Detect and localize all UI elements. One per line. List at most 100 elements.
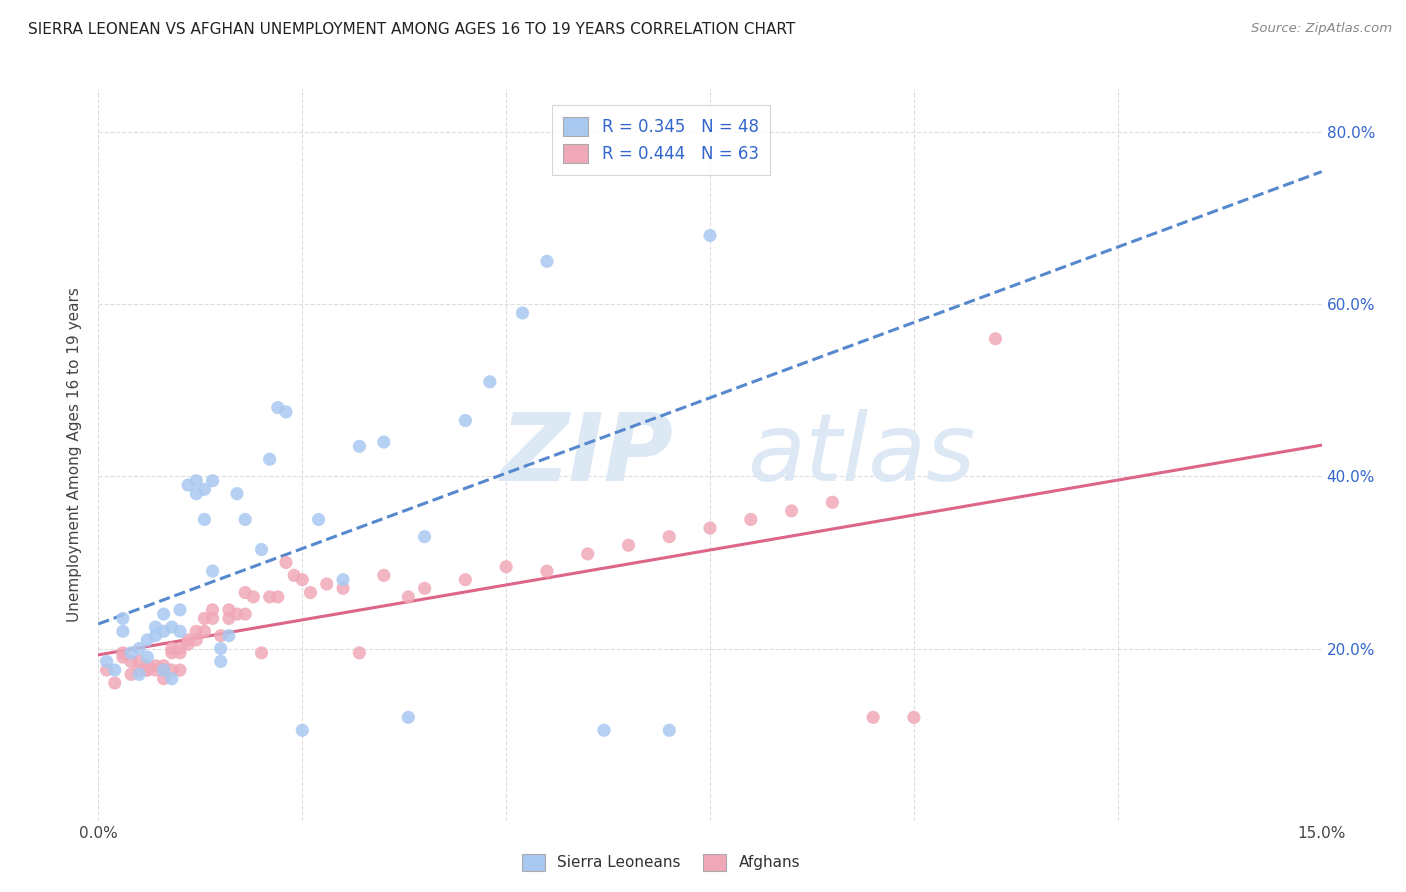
Point — [120, 667, 142, 681]
Point — [576, 547, 599, 561]
Point — [349, 646, 371, 660]
Y-axis label: Unemployment Among Ages 16 to 19 years: Unemployment Among Ages 16 to 19 years — [67, 287, 83, 623]
Point — [259, 452, 281, 467]
Point — [152, 672, 174, 686]
Point — [396, 590, 419, 604]
Point — [250, 646, 273, 660]
Point — [104, 676, 127, 690]
Point — [274, 405, 297, 419]
Point — [201, 564, 224, 578]
Point — [283, 568, 305, 582]
Point — [454, 413, 477, 427]
Point — [193, 483, 215, 497]
Point — [145, 663, 167, 677]
Point — [226, 607, 249, 621]
Point — [862, 710, 884, 724]
Point — [111, 611, 134, 625]
Point — [96, 663, 118, 677]
Point — [536, 254, 558, 268]
Point — [169, 603, 191, 617]
Point — [177, 478, 200, 492]
Point — [658, 530, 681, 544]
Point — [152, 663, 174, 677]
Point — [193, 611, 215, 625]
Point — [658, 723, 681, 738]
Point — [242, 590, 264, 604]
Point — [120, 655, 142, 669]
Point — [226, 486, 249, 500]
Point — [332, 582, 354, 596]
Point — [104, 663, 127, 677]
Point — [699, 228, 721, 243]
Point — [136, 663, 159, 677]
Point — [413, 582, 436, 596]
Point — [218, 603, 240, 617]
Point — [152, 658, 174, 673]
Point — [136, 663, 159, 677]
Point — [291, 573, 314, 587]
Point — [209, 655, 232, 669]
Point — [193, 512, 215, 526]
Point — [160, 663, 183, 677]
Point — [152, 607, 174, 621]
Point — [233, 607, 256, 621]
Point — [478, 375, 501, 389]
Point — [169, 663, 191, 677]
Point — [396, 710, 419, 724]
Point — [111, 624, 134, 639]
Point — [780, 504, 803, 518]
Point — [201, 603, 224, 617]
Point — [373, 568, 395, 582]
Point — [152, 624, 174, 639]
Point — [250, 542, 273, 557]
Point — [536, 564, 558, 578]
Point — [218, 611, 240, 625]
Point — [740, 512, 762, 526]
Point — [128, 655, 150, 669]
Point — [128, 667, 150, 681]
Point — [308, 512, 330, 526]
Point — [186, 486, 208, 500]
Point — [267, 401, 290, 415]
Point — [128, 663, 150, 677]
Point — [96, 655, 118, 669]
Point — [259, 590, 281, 604]
Point — [413, 530, 436, 544]
Point — [136, 650, 159, 665]
Point — [201, 611, 224, 625]
Point — [193, 624, 215, 639]
Point — [495, 559, 517, 574]
Point — [984, 332, 1007, 346]
Point — [177, 637, 200, 651]
Point — [201, 474, 224, 488]
Point — [299, 585, 322, 599]
Point — [373, 435, 395, 450]
Point — [274, 556, 297, 570]
Point — [903, 710, 925, 724]
Point — [120, 646, 142, 660]
Point — [512, 306, 534, 320]
Legend: Sierra Leoneans, Afghans: Sierra Leoneans, Afghans — [515, 846, 808, 879]
Point — [136, 658, 159, 673]
Point — [111, 650, 134, 665]
Point — [169, 646, 191, 660]
Point — [177, 632, 200, 647]
Text: atlas: atlas — [747, 409, 974, 500]
Point — [160, 672, 183, 686]
Text: Source: ZipAtlas.com: Source: ZipAtlas.com — [1251, 22, 1392, 36]
Point — [617, 538, 640, 552]
Point — [267, 590, 290, 604]
Point — [169, 641, 191, 656]
Point — [218, 629, 240, 643]
Point — [160, 646, 183, 660]
Point — [821, 495, 844, 509]
Point — [233, 585, 256, 599]
Point — [145, 629, 167, 643]
Point — [349, 439, 371, 453]
Point — [209, 641, 232, 656]
Point — [186, 624, 208, 639]
Point — [152, 663, 174, 677]
Point — [233, 512, 256, 526]
Point — [169, 624, 191, 639]
Point — [454, 573, 477, 587]
